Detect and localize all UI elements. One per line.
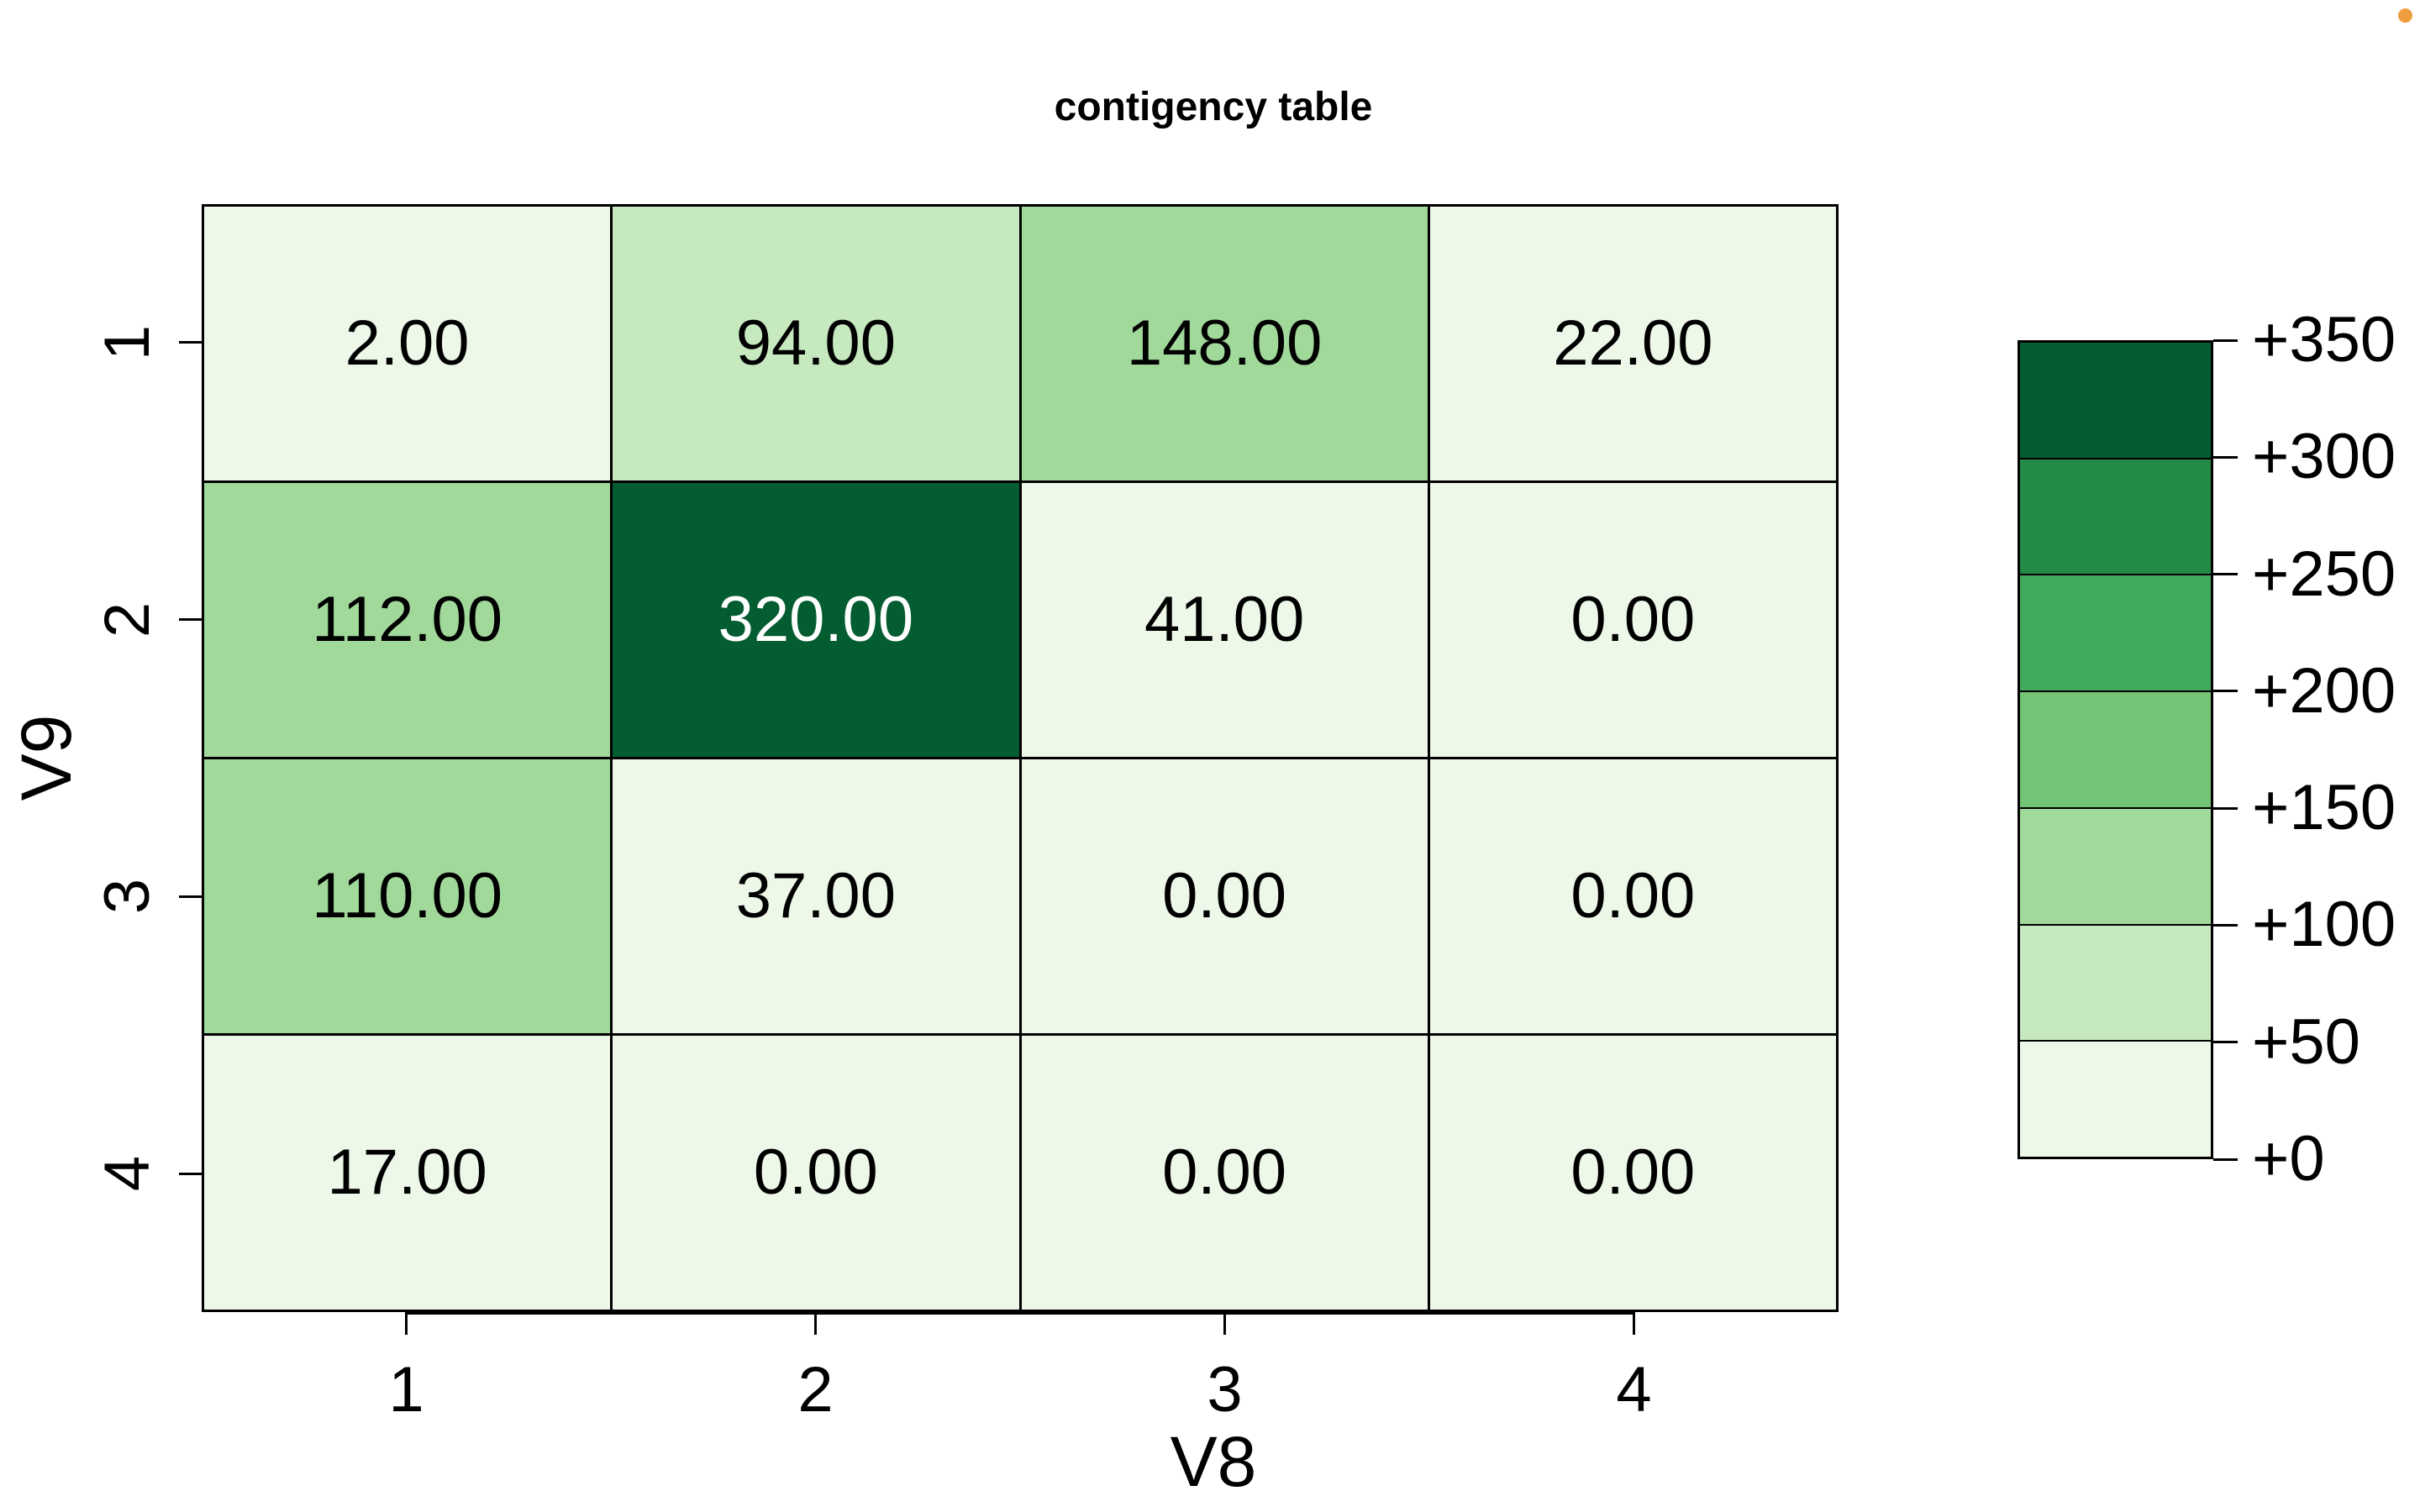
x-axis-tick-label-2: 2 — [797, 1354, 834, 1425]
legend-tick-label-+200: +200 — [2252, 654, 2396, 727]
legend-tick-+250 — [2213, 573, 2238, 576]
heatmap-cell-r2-c3: 41.00 — [1021, 483, 1428, 757]
y-axis-tick-1 — [179, 341, 202, 344]
legend-tick-label-+350: +350 — [2252, 304, 2396, 375]
y-axis-tick-label-3: 3 — [92, 879, 163, 915]
legend-tick-+200 — [2213, 690, 2238, 693]
x-axis-label: V8 — [1170, 1422, 1257, 1501]
legend-tick-label-+250: +250 — [2252, 538, 2396, 610]
heatmap-cell-r3-c4: 0.00 — [1429, 759, 1836, 1033]
y-axis-tick-4 — [179, 1172, 202, 1175]
y-axis-label: V9 — [7, 714, 86, 801]
heatmap-cell-r1-c1: 2.00 — [204, 207, 611, 480]
legend-block-6 — [2020, 923, 2211, 1041]
heatmap-cell-r4-c1: 17.00 — [204, 1036, 611, 1310]
legend-block-2 — [2020, 457, 2211, 575]
heatmap-cell-r1-c2: 94.00 — [613, 207, 1019, 480]
y-axis-tick-label-2: 2 — [92, 601, 163, 638]
legend-block-1 — [2020, 343, 2211, 458]
heatmap-cell-r2-c2: 320.00 — [613, 483, 1019, 757]
legend-tick-+50 — [2213, 1041, 2238, 1044]
legend-tick-label-+100: +100 — [2252, 889, 2396, 961]
legend-tick-+100 — [2213, 923, 2238, 927]
x-axis-tick-1 — [405, 1312, 408, 1335]
legend-tick-label-+300: +300 — [2252, 421, 2396, 493]
heatmap-cell-r4-c3: 0.00 — [1021, 1036, 1428, 1310]
heatmap-cell-r3-c2: 37.00 — [613, 759, 1019, 1033]
legend-tick-+0 — [2213, 1158, 2238, 1161]
heatmap-cell-r2-c1: 112.00 — [204, 483, 611, 757]
legend-tick-label-+0: +0 — [2252, 1123, 2325, 1194]
heatmap-cell-r4-c4: 0.00 — [1429, 1036, 1836, 1310]
x-axis-line — [406, 1312, 1634, 1315]
legend-colorbar — [2018, 340, 2213, 1159]
legend-block-4 — [2020, 690, 2211, 807]
y-axis-tick-3 — [179, 895, 202, 898]
heatmap-cell-r3-c3: 0.00 — [1021, 759, 1428, 1033]
legend-tick-+150 — [2213, 806, 2238, 810]
x-axis-tick-3 — [1223, 1312, 1226, 1335]
legend-tick-label-+50: +50 — [2252, 1005, 2360, 1078]
legend-tick-+350 — [2213, 339, 2238, 342]
x-axis-tick-2 — [814, 1312, 817, 1335]
x-axis-tick-label-1: 1 — [388, 1354, 424, 1425]
x-axis-tick-label-3: 3 — [1207, 1354, 1243, 1425]
x-axis-tick-label-4: 4 — [1616, 1354, 1652, 1425]
heatmap-cell-r4-c2: 0.00 — [613, 1036, 1019, 1310]
chart-title: contigency table — [1054, 85, 1373, 129]
legend-tick-+300 — [2213, 455, 2238, 459]
heatmap-cell-r1-c4: 22.00 — [1429, 207, 1836, 480]
heatmap-cell-r3-c1: 110.00 — [204, 759, 611, 1033]
y-axis-tick-label-1: 1 — [92, 324, 163, 361]
legend-block-7 — [2020, 1040, 2211, 1158]
heatmap-cell-r1-c3: 148.00 — [1021, 207, 1428, 480]
legend-block-5 — [2020, 806, 2211, 924]
legend-block-3 — [2020, 574, 2211, 691]
legend-tick-label-+150: +150 — [2252, 772, 2396, 844]
y-axis-tick-label-4: 4 — [92, 1155, 163, 1192]
y-axis-tick-2 — [179, 618, 202, 622]
x-axis-tick-4 — [1633, 1312, 1635, 1335]
heatmap-cell-r2-c4: 0.00 — [1429, 483, 1836, 757]
recording-dot-icon — [2398, 8, 2412, 23]
heatmap-grid: 2.00 94.00 148.00 22.00 112.00 320.00 41.00 0.0… — [202, 204, 1839, 1312]
